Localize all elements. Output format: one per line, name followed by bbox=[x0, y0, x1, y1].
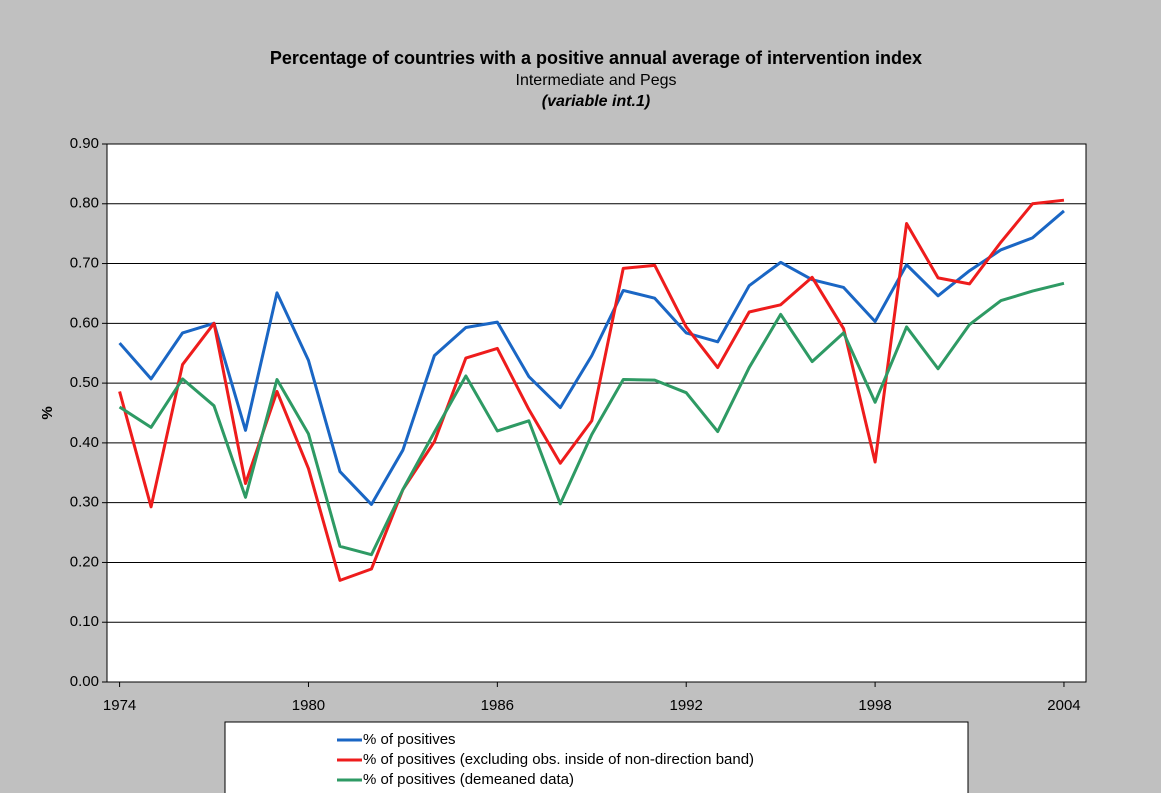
series-line bbox=[118, 281, 1065, 557]
y-tick-label: 0.30 bbox=[70, 494, 99, 511]
chart-title: Percentage of countries with a positive … bbox=[270, 48, 922, 68]
y-tick-label: 0.10 bbox=[70, 613, 99, 630]
chart-subtitle: Intermediate and Pegs bbox=[516, 72, 677, 89]
x-tick-label: 2004 bbox=[1047, 697, 1080, 714]
y-tick-label: 0.40 bbox=[70, 434, 99, 451]
legend-label: % of positives (demeaned data) bbox=[363, 771, 574, 788]
x-tick-label: 1986 bbox=[481, 697, 514, 714]
x-tick-label: 1998 bbox=[858, 697, 891, 714]
x-tick-label: 1974 bbox=[103, 697, 136, 714]
legend-label: % of positives (excluding obs. inside of… bbox=[363, 751, 754, 768]
y-tick-label: 0.90 bbox=[70, 135, 99, 152]
y-tick-label: 0.50 bbox=[70, 374, 99, 391]
annotation: (variable int.1) bbox=[542, 93, 650, 110]
x-tick-label: 1980 bbox=[292, 697, 325, 714]
series-line bbox=[118, 198, 1065, 582]
y-tick-label: 0.60 bbox=[70, 314, 99, 331]
plot-area bbox=[106, 143, 1087, 683]
series-line bbox=[118, 209, 1065, 506]
y-tick-label: 0.70 bbox=[70, 255, 99, 272]
x-tick-label: 1992 bbox=[670, 697, 703, 714]
legend-label: % of positives bbox=[363, 731, 456, 748]
y-tick-label: 0.00 bbox=[70, 673, 99, 690]
y-tick-label: 0.20 bbox=[70, 553, 99, 570]
y-tick-label: 0.80 bbox=[70, 195, 99, 212]
y-axis-label: % bbox=[39, 406, 56, 419]
